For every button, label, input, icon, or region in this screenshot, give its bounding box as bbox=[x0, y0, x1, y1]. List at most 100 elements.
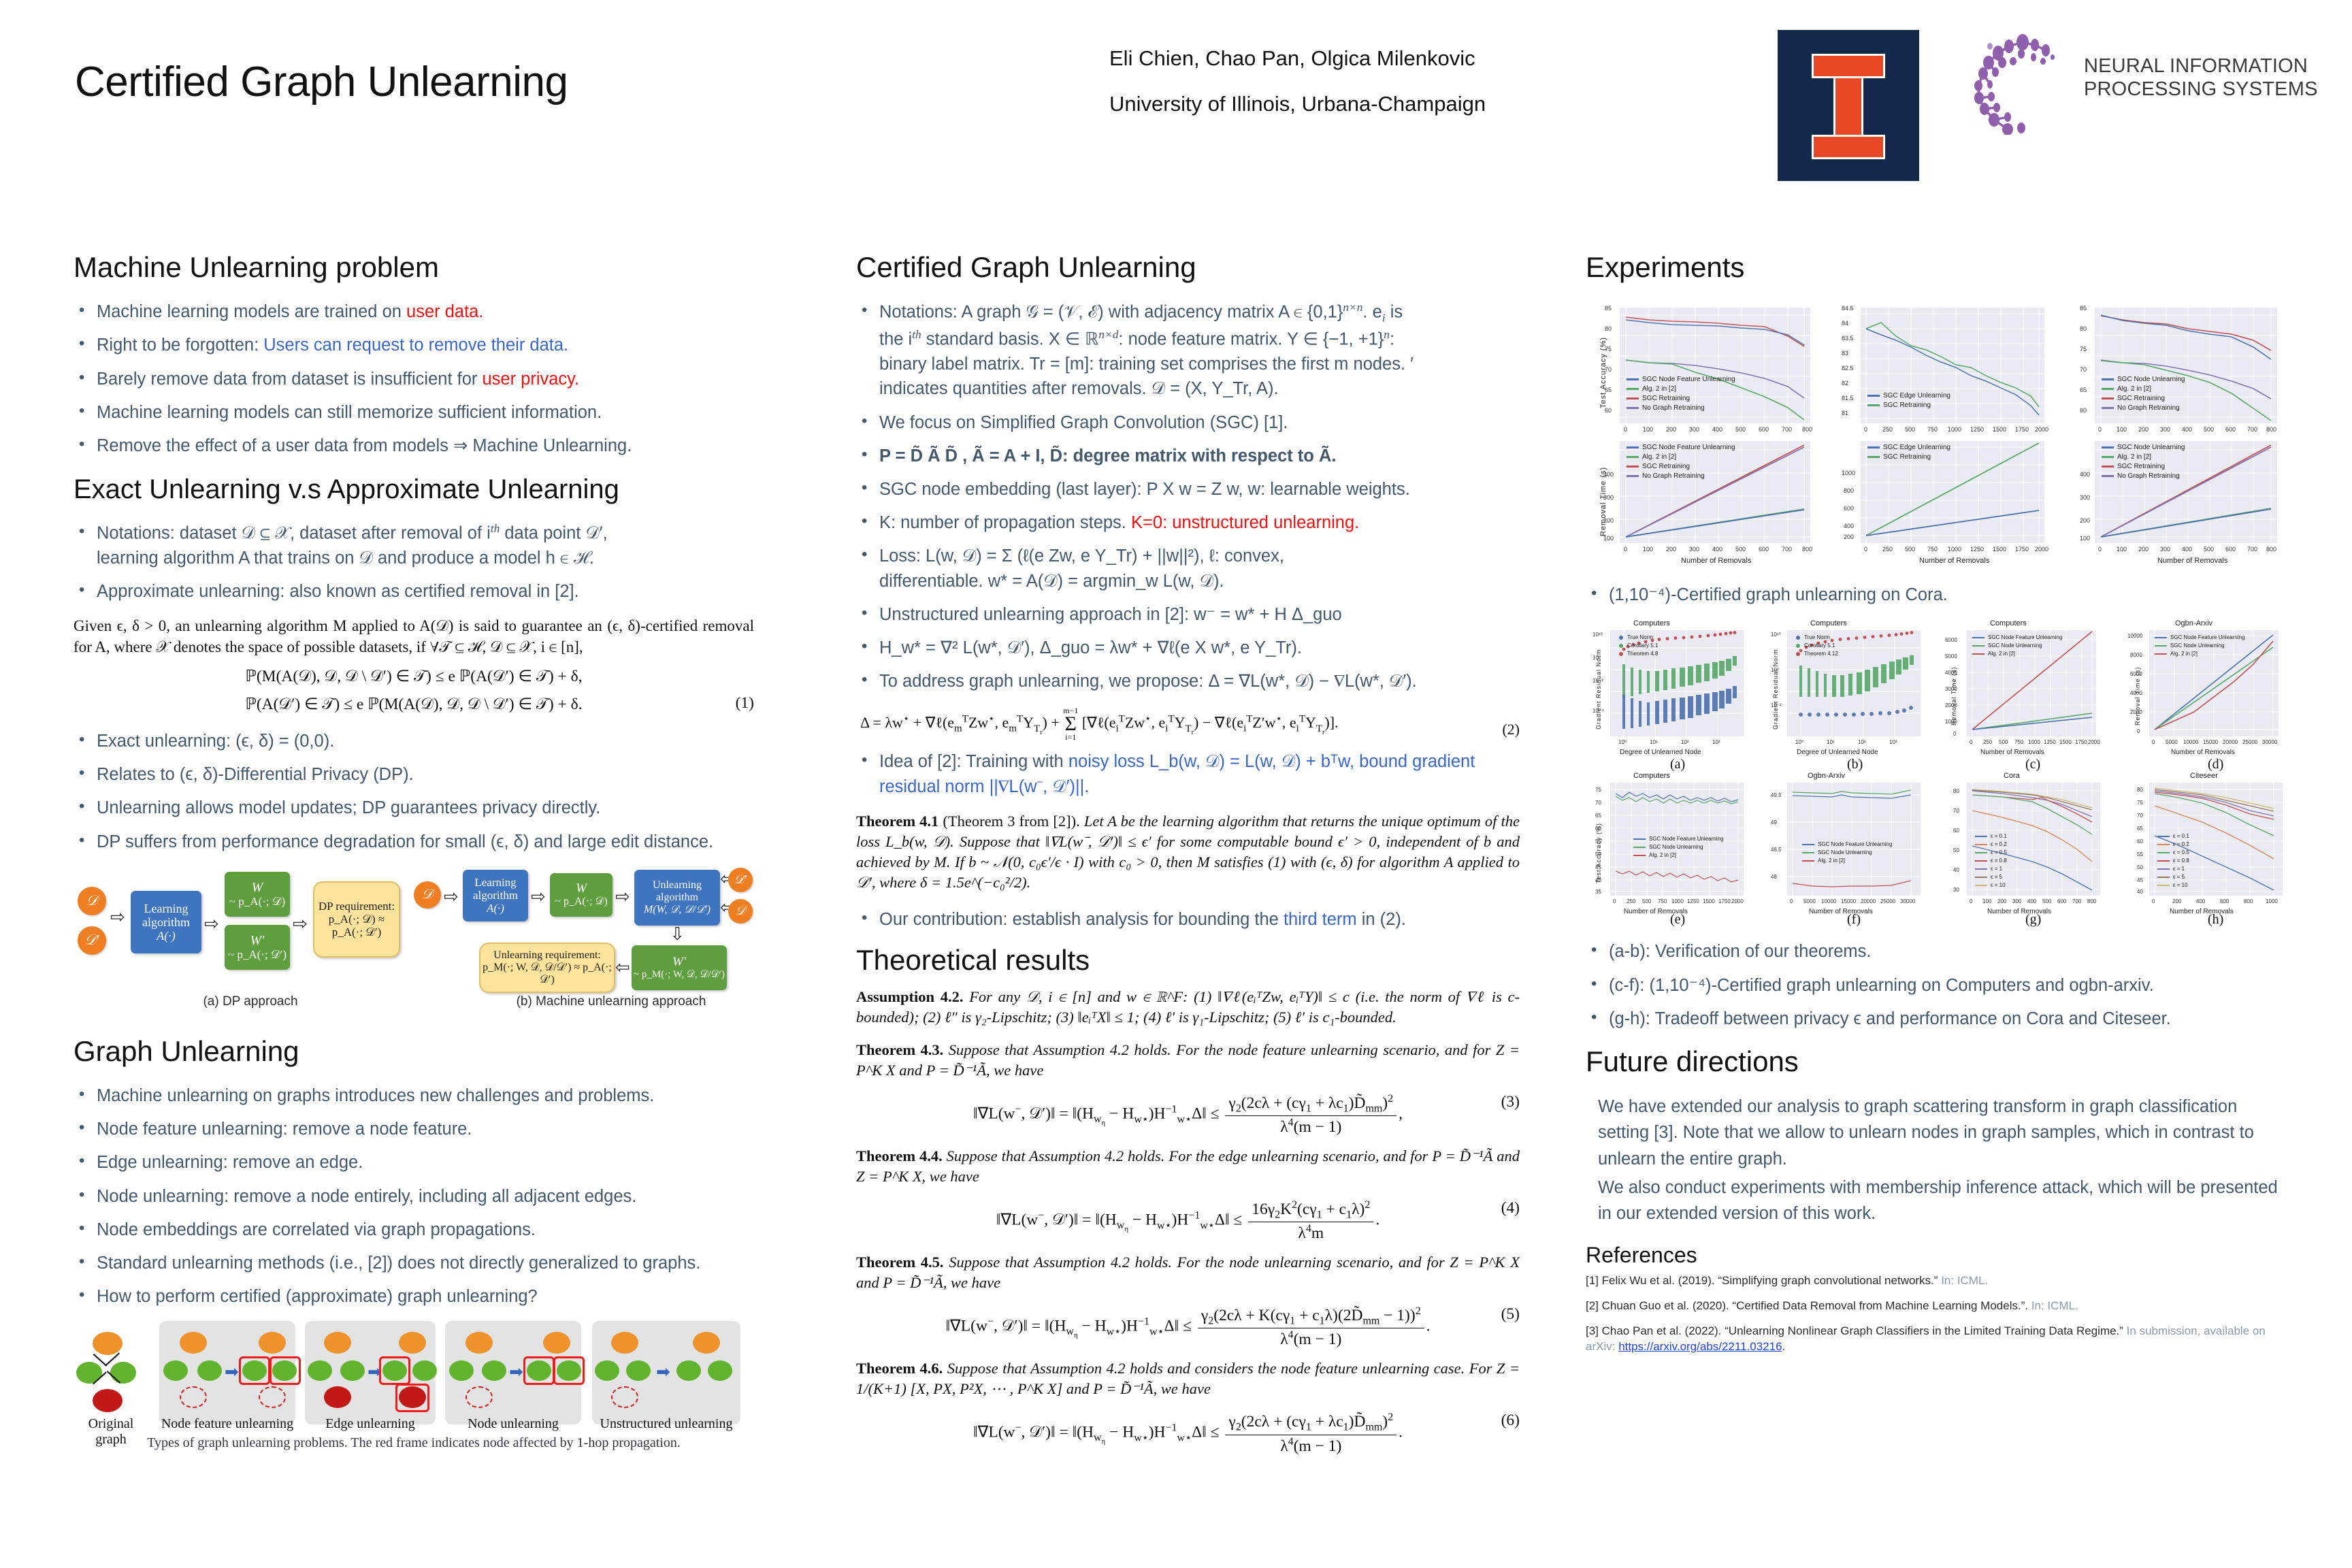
figure-label-edge-unlearning: Edge unlearning bbox=[325, 1416, 415, 1432]
chart3-ytick: 75 bbox=[2080, 346, 2087, 353]
chart5-ytick: 200 bbox=[1844, 534, 1855, 541]
dp-input-D: 𝒟 bbox=[78, 886, 106, 915]
chart2-ytick: 82.5 bbox=[1842, 365, 1854, 372]
chart1-ytick: 70 bbox=[1605, 366, 1612, 374]
dp-approach-caption: (a) DP approach bbox=[203, 994, 298, 1009]
list-item: Machine learning models are trained on u… bbox=[74, 299, 754, 324]
fig2e-ytick: 40 bbox=[1595, 877, 1601, 884]
chart-cora-edge-time bbox=[1861, 441, 2044, 544]
fig2c-ytick: 0 bbox=[1953, 731, 1957, 738]
fig2d-xtick: 10000 bbox=[2183, 739, 2199, 746]
fig2d-xtick: 0 bbox=[2152, 739, 2155, 746]
chart2-xtick: 1500 bbox=[1993, 426, 2007, 434]
chart3-xtick: 100 bbox=[2117, 426, 2127, 434]
chart-cora-node-feature-time bbox=[1620, 441, 1810, 544]
fig2e-xtick: 1750 bbox=[1718, 898, 1731, 905]
chart1-xtick: 500 bbox=[1735, 426, 1746, 434]
fig2h-ytick: 45 bbox=[2137, 877, 2143, 884]
fig2a-ytick: 10¹⁰ bbox=[1592, 632, 1603, 638]
chart5-xtick: 2000 bbox=[2035, 546, 2049, 553]
fig2f-xtick: 15000 bbox=[1841, 898, 1857, 905]
equation-1-number: (1) bbox=[735, 693, 754, 712]
fig2a-xtick: 10¹ bbox=[1650, 739, 1658, 746]
theorem-4-4: Theorem 4.4. Suppose that Assumption 4.2… bbox=[856, 1147, 1520, 1185]
cgu-contribution-bullet: Our contribution: establish analysis for… bbox=[856, 906, 1520, 932]
list-item: SGC node embedding (last layer): P X w =… bbox=[856, 476, 1520, 502]
chart5-xtick: 1250 bbox=[1970, 546, 1984, 553]
chart-computers-grad-residual-a bbox=[1610, 630, 1744, 737]
fig2e-legend: SGC Node Feature Unlearning SGC Node Unl… bbox=[1633, 836, 1723, 860]
list-item: Relates to (ϵ, δ)-Differential Privacy (… bbox=[74, 762, 754, 787]
chart4-ytick: 200 bbox=[1603, 517, 1614, 525]
fig2e-ytick: 70 bbox=[1595, 800, 1601, 806]
page-title: Certified Graph Unlearning bbox=[75, 59, 568, 105]
future-para-1: We have extended our analysis to graph s… bbox=[1598, 1097, 2254, 1169]
chart3-ytick: 85 bbox=[2080, 305, 2087, 312]
fig2a-ytick: 10⁻² bbox=[1592, 678, 1603, 685]
fig2b-xtick: 10¹ bbox=[1827, 739, 1835, 746]
references-section: References [1] Felix Wu et al. (2019). “… bbox=[1586, 1243, 2290, 1355]
fig2b-xtick: 10³ bbox=[1889, 739, 1897, 746]
chart1-xtick: 800 bbox=[1802, 426, 1813, 434]
fig2d-legend: SGC Node Feature Unlearning SGC Node Unl… bbox=[2155, 634, 2244, 659]
fig2f-xtick: 20000 bbox=[1861, 898, 1876, 905]
reference-item: [1] Felix Wu et al. (2019). “Simplifying… bbox=[1586, 1274, 1989, 1288]
figure-label-node-unlearning: Node unlearning bbox=[468, 1416, 559, 1432]
chart2-ytick: 84.5 bbox=[1842, 305, 1854, 312]
chart2-legend: SGC Edge Unlearning SGC Retraining bbox=[1867, 392, 1950, 411]
dp-vs-unlearning-diagram: 𝒟 𝒟′ ⇨ Learning algorithm A(·) ⇨ W ~ p_A(·;… bbox=[74, 866, 754, 1013]
equation-4-number: (4) bbox=[1501, 1198, 1520, 1217]
chart5-legend: SGC Edge Unlearning SGC Retraining bbox=[1867, 444, 1950, 463]
fig2d-xtick: 30000 bbox=[2262, 739, 2278, 746]
fig2a-title: Computers bbox=[1633, 619, 1670, 628]
chart-ogbnarxiv-removal-time bbox=[2149, 630, 2278, 737]
neurips-logo: NEURAL INFORMATION PROCESSING SYSTEMS bbox=[1960, 33, 2317, 135]
panel-label-c: (c) bbox=[2025, 757, 2041, 772]
panel-label-a: (a) bbox=[1670, 757, 1686, 772]
fig2h-ytick: 65 bbox=[2137, 826, 2143, 832]
chart6-legend: SGC Node Unlearning Alg. 2 in [2] SGC Re… bbox=[2102, 444, 2185, 482]
experiments-figure-2: Computers bbox=[1586, 619, 2290, 927]
fig2b-xtick: 10² bbox=[1858, 739, 1866, 746]
fig2g-ytick: 60 bbox=[1953, 828, 1959, 834]
section-heading-graph-unlearning: Graph Unlearning bbox=[74, 1034, 299, 1067]
arxiv-link[interactable]: https://arxiv.org/abs/2211.03216 bbox=[1618, 1340, 1782, 1354]
list-item: (c-f): (1,10⁻⁴)-Certified graph unlearni… bbox=[1586, 973, 2290, 998]
fig2e-xtick: 1000 bbox=[1671, 898, 1684, 905]
fig2h-xlabel: Number of Removals bbox=[2170, 908, 2234, 916]
fig2d-ytick: 10000 bbox=[2127, 633, 2143, 640]
fig2c-ytick: 3000 bbox=[1945, 686, 1957, 693]
mu-side-Dprime: 𝒟′ bbox=[728, 867, 753, 892]
reference-item: [3] Chao Pan et al. (2022). “Unlearning … bbox=[1586, 1324, 2266, 1354]
assumption-4-2: Assumption 4.2. For any 𝒟, i ∈ [n] and w… bbox=[856, 987, 1520, 1026]
neurips-line2: PROCESSING SYSTEMS bbox=[2084, 78, 2318, 101]
chart6-xtick: 400 bbox=[2182, 546, 2193, 553]
experiments-summary-bullets: (a-b): Verification of our theorems. (c-… bbox=[1586, 938, 2290, 1031]
fig2c-ytick: 1000 bbox=[1945, 719, 1957, 725]
equation-3-number: (3) bbox=[1501, 1092, 1520, 1111]
list-item: Standard unlearning methods (i.e., [2]) … bbox=[74, 1250, 754, 1275]
equation-1b: ℙ(A(𝒟′) ∈ 𝒯) ≤ e ℙ(M(A(𝒟), 𝒟, 𝒟 \ 𝒟′) ∈ … bbox=[245, 693, 754, 713]
chart6-xtick: 800 bbox=[2266, 546, 2277, 553]
chart5-xtick: 1500 bbox=[1993, 546, 2007, 553]
cgu-bullets: Notations: A graph 𝒢 = (𝒱, ℰ) with adjac… bbox=[856, 299, 1520, 693]
chart4-xtick: 200 bbox=[1666, 546, 1677, 553]
dp-Wprime-box: W′ ~ p_A(·; 𝒟′) bbox=[225, 924, 290, 970]
section-heading-future-directions: Future directions bbox=[1586, 1045, 1799, 1077]
fig2e-ytick: 35 bbox=[1595, 889, 1601, 896]
fig2c-ytick: 5000 bbox=[1945, 653, 1957, 660]
chart6-ytick: 100 bbox=[2080, 535, 2091, 542]
fig2a-xlabel: Degree of Unlearned Node bbox=[1620, 749, 1701, 757]
chart1-xtick: 400 bbox=[1712, 426, 1723, 434]
equation-6: ‖∇L(w−, 𝒟′)‖ = ‖(Hwη − Hw⋆)H−1w⋆Δ‖ ≤ γ2(… bbox=[973, 1411, 1520, 1455]
fig2d-ytick: 8000 bbox=[2130, 652, 2142, 659]
fig2c-xtick: 1500 bbox=[2059, 739, 2072, 746]
fig2b-ylabel: Gradient Residual Norm bbox=[1772, 649, 1779, 730]
fig2c-xtick: 0 bbox=[1970, 739, 1973, 746]
chart1-ytick: 75 bbox=[1605, 346, 1612, 353]
machine-unlearning-bullets: Machine learning models are trained on u… bbox=[74, 299, 754, 458]
chart5-ytick: 400 bbox=[1844, 523, 1855, 530]
fig2e-xtick: 0 bbox=[1613, 898, 1616, 905]
chart4-ytick: 100 bbox=[1603, 535, 1614, 542]
fig2h-xtick: 800 bbox=[2244, 898, 2253, 905]
